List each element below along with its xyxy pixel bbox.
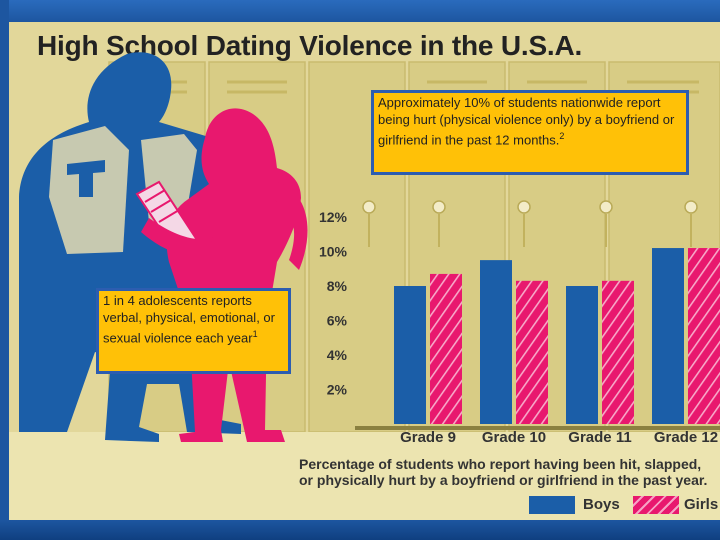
- callout-physical-violence: Approximately 10% of students nationwide…: [371, 90, 689, 175]
- bar-boys-grade-9: [394, 286, 426, 424]
- slide-top-bar: [0, 0, 720, 22]
- y-tick-label: 2%: [327, 382, 348, 398]
- y-tick-label: 12%: [319, 209, 348, 225]
- callout-adolescents-text: 1 in 4 adolescents reports verbal, physi…: [103, 293, 275, 346]
- x-axis-line: [355, 426, 720, 430]
- legend-label-girls: Girls: [684, 496, 719, 513]
- callout-footnote-2: 2: [559, 131, 565, 141]
- bar-boys-grade-10: [480, 260, 512, 424]
- caption-line-2: or physically hurt by a boyfriend or gir…: [299, 472, 708, 488]
- x-category-label: Grade 11: [568, 429, 631, 446]
- legend-swatch-girls: [633, 496, 679, 514]
- y-tick-label: 4%: [327, 347, 348, 363]
- bar-girls-grade-11: [602, 280, 634, 424]
- callout-footnote-1: 1: [252, 329, 258, 339]
- bar-girls-grade-12: [688, 248, 720, 424]
- y-tick-label: 8%: [327, 278, 348, 294]
- callout-physical-violence-text: Approximately 10% of students nationwide…: [378, 95, 675, 148]
- x-category-label: Grade 12: [654, 429, 718, 446]
- callout-adolescents: 1 in 4 adolescents reports verbal, physi…: [96, 288, 291, 374]
- chart-caption: Percentage of students who report having…: [299, 456, 707, 488]
- x-category-label: Grade 10: [482, 429, 546, 446]
- slide-bottom-bar: [0, 520, 720, 540]
- x-category-label: Grade 9: [400, 429, 456, 446]
- caption-line-1: Percentage of students who report having…: [299, 456, 702, 472]
- floor: [9, 432, 720, 520]
- infographic-panel: High School Dating Violence in the U.S.A…: [9, 22, 720, 520]
- legend-swatch-boys: [529, 496, 575, 514]
- slide-left-bar: [0, 0, 9, 540]
- bar-boys-grade-12: [652, 248, 684, 424]
- bar-girls-grade-9: [430, 273, 462, 424]
- bar-girls-grade-10: [516, 280, 548, 424]
- legend-label-boys: Boys: [583, 496, 620, 513]
- bar-chart: 12% 10% 8% 6% 4% 2% Grade 9 Grade 10 Grade 11 Gra…: [319, 209, 720, 446]
- y-tick-label: 6%: [327, 313, 348, 329]
- bar-boys-grade-11: [566, 286, 598, 424]
- y-tick-label: 10%: [319, 244, 348, 260]
